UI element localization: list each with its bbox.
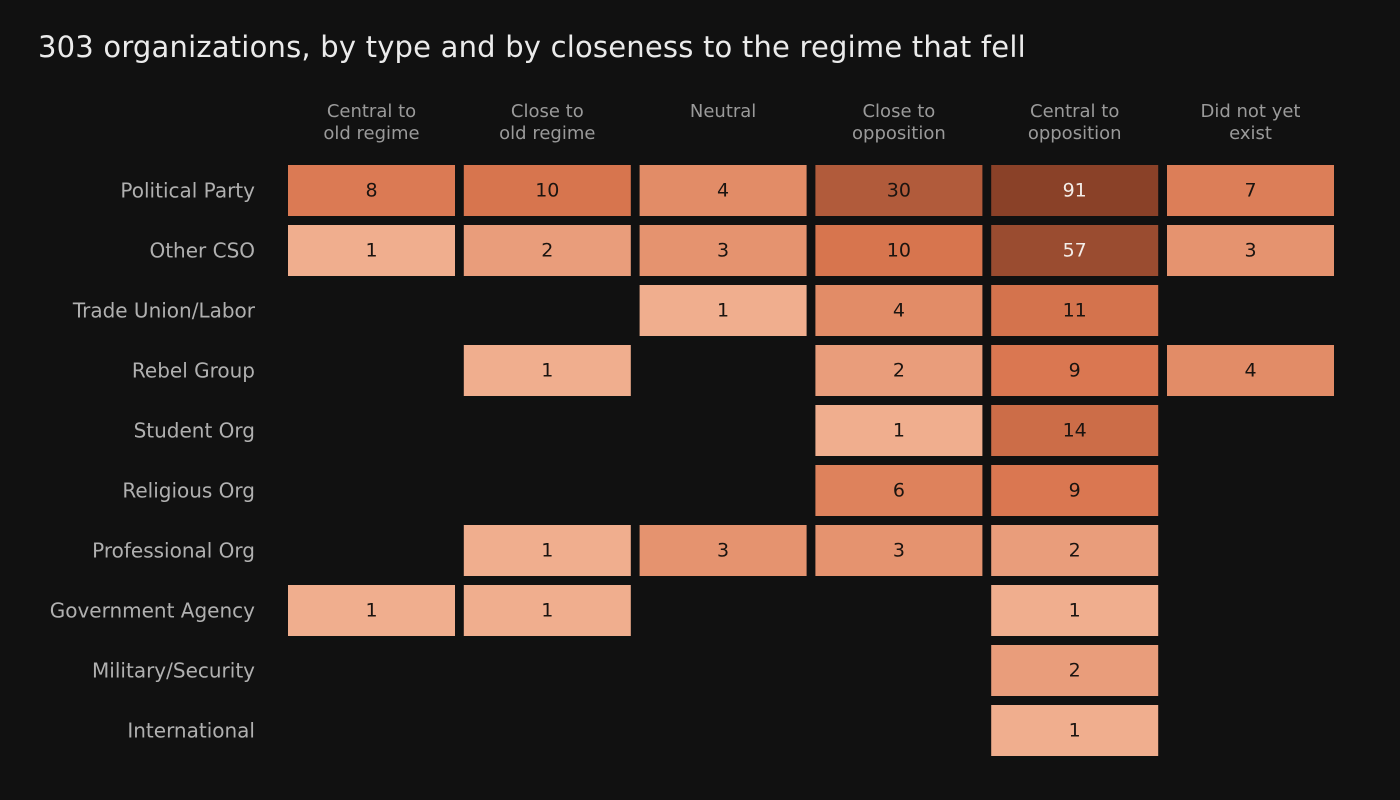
cell-value-label: 14 <box>1063 420 1087 442</box>
heatmap-cell <box>463 225 631 276</box>
heatmap-cell <box>815 525 983 576</box>
heatmap-cell <box>815 165 983 216</box>
cell-value-label: 2 <box>893 360 905 382</box>
heatmap-cell <box>991 585 1159 636</box>
column-label: Central to old regime <box>323 101 419 144</box>
column-label-line: opposition <box>852 123 946 144</box>
heatmap-cell <box>991 645 1159 696</box>
cell-value-label: 1 <box>1069 720 1081 742</box>
cell-value-label: 91 <box>1063 180 1087 202</box>
cell-value-label: 2 <box>1069 660 1081 682</box>
cell-value-label: 3 <box>1244 240 1256 262</box>
row-label: Trade Union/Labor <box>72 299 256 323</box>
heatmap-cell <box>991 345 1159 396</box>
heatmap-cell <box>991 225 1159 276</box>
column-label-line: Close to <box>862 101 935 122</box>
row-label: Military/Security <box>92 659 255 683</box>
cell-value-label: 9 <box>1069 360 1081 382</box>
heatmap-cell <box>1167 345 1334 396</box>
row-label: International <box>127 719 255 743</box>
column-label-line: Close to <box>511 101 584 122</box>
row-label: Government Agency <box>50 599 255 623</box>
column-label-line: Did not yet <box>1201 101 1301 122</box>
heatmap-cell <box>1167 165 1334 216</box>
heatmap-cell <box>991 285 1159 336</box>
column-label: Did not yet exist <box>1201 101 1301 144</box>
cell-value-label: 1 <box>893 420 905 442</box>
cell-value-label: 30 <box>887 180 911 202</box>
heatmap-cell <box>288 225 455 276</box>
cell-value-label: 1 <box>541 360 553 382</box>
cell-value-label: 1 <box>365 240 377 262</box>
row-label: Other CSO <box>149 239 255 263</box>
heatmap-cell <box>1167 225 1334 276</box>
heatmap-cell <box>463 345 631 396</box>
cell-value-label: 3 <box>893 540 905 562</box>
cell-value-label: 3 <box>717 540 729 562</box>
heatmap-cell <box>815 345 983 396</box>
column-label-line: old regime <box>499 123 595 144</box>
column-label-line: Central to <box>327 101 416 122</box>
row-label: Student Org <box>134 419 255 443</box>
heatmap-cell <box>991 705 1159 756</box>
cell-value-label: 4 <box>1244 360 1256 382</box>
heatmap-cell <box>815 285 983 336</box>
cell-value-label: 2 <box>541 240 553 262</box>
heatmap-cell <box>639 285 807 336</box>
heatmap-cell <box>639 165 807 216</box>
cell-value-label: 10 <box>535 180 559 202</box>
heatmap-cell <box>639 525 807 576</box>
heatmap-cell <box>991 165 1159 216</box>
chart-title: 303 organizations, by type and by closen… <box>38 30 1026 64</box>
heatmap-cell <box>991 465 1159 516</box>
column-label: Close to opposition <box>852 101 946 144</box>
row-label: Political Party <box>120 179 255 203</box>
column-label: Close to old regime <box>499 101 595 144</box>
column-label-line: Central to <box>1030 101 1119 122</box>
cell-value-label: 1 <box>365 600 377 622</box>
heatmap-cell <box>815 225 983 276</box>
heatmap-cell <box>639 225 807 276</box>
row-label: Religious Org <box>122 479 255 503</box>
cell-value-label: 1 <box>717 300 729 322</box>
column-label-line: exist <box>1229 123 1272 144</box>
heatmap-cell <box>991 405 1159 456</box>
column-label-line: old regime <box>323 123 419 144</box>
cell-value-label: 57 <box>1063 240 1087 262</box>
cell-value-label: 7 <box>1244 180 1256 202</box>
heatmap-cell <box>815 405 983 456</box>
column-label-line: opposition <box>1028 123 1122 144</box>
cell-value-label: 11 <box>1063 300 1087 322</box>
heatmap-cell <box>463 585 631 636</box>
cell-value-label: 9 <box>1069 480 1081 502</box>
cell-value-label: 6 <box>893 480 905 502</box>
column-label-line: Neutral <box>690 101 756 122</box>
cell-value-label: 10 <box>887 240 911 262</box>
row-label: Professional Org <box>92 539 255 563</box>
cell-value-label: 2 <box>1069 540 1081 562</box>
cell-value-label: 1 <box>541 600 553 622</box>
heatmap-cell <box>288 165 455 216</box>
heatmap-cell <box>463 165 631 216</box>
cell-value-label: 4 <box>717 180 729 202</box>
row-label: Rebel Group <box>132 359 255 383</box>
cell-value-label: 1 <box>541 540 553 562</box>
column-label: Central to opposition <box>1028 101 1122 144</box>
cell-value-label: 3 <box>717 240 729 262</box>
cell-value-label: 8 <box>365 180 377 202</box>
cell-value-label: 4 <box>893 300 905 322</box>
cell-value-label: 1 <box>1069 600 1081 622</box>
column-label: Neutral <box>690 101 756 122</box>
heatmap-cell <box>815 465 983 516</box>
heatmap-cell <box>991 525 1159 576</box>
heatmap-cell <box>288 585 455 636</box>
heatmap-cell <box>463 525 631 576</box>
